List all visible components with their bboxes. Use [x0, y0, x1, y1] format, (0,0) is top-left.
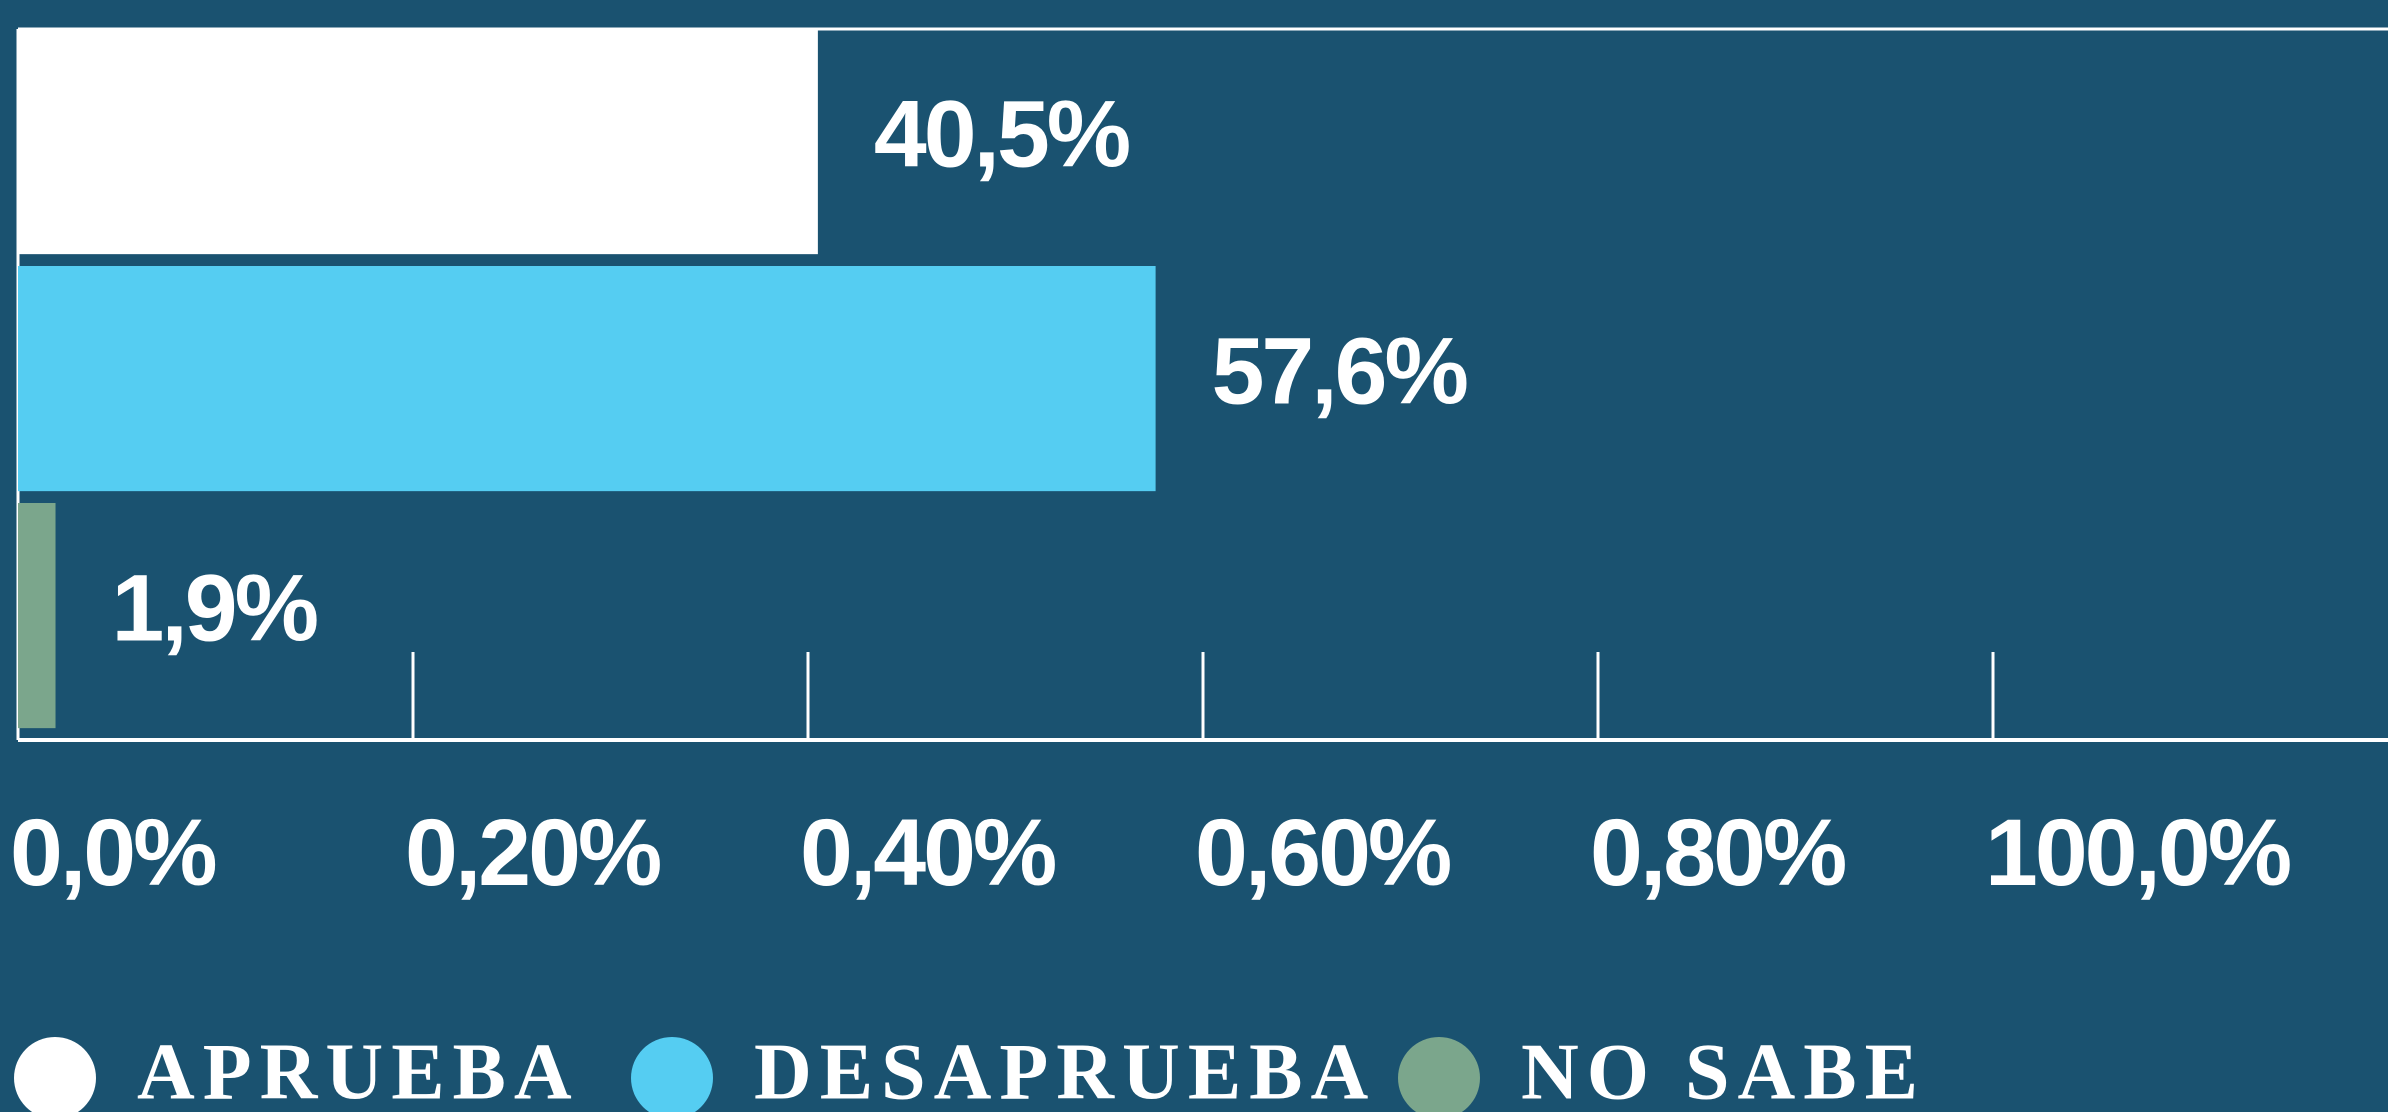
legend-label: APRUEBA: [137, 1028, 580, 1112]
value-label: 57,6%: [1212, 319, 1467, 425]
legend-marker: [631, 1037, 713, 1112]
x-tick-label: 0,40%: [800, 800, 1055, 906]
value-label: 40,5%: [874, 82, 1129, 188]
bar: [18, 29, 818, 255]
legend-label: NO SABE: [1521, 1028, 1926, 1112]
x-tick-label: 0,0%: [10, 800, 215, 906]
x-tick-label: 0,80%: [1590, 800, 1845, 906]
legend-marker: [1398, 1037, 1480, 1112]
value-label: 1,9%: [112, 556, 317, 662]
legend-label: DESAPRUEBA: [754, 1028, 1376, 1112]
x-tick-label: 100,0%: [1985, 800, 2290, 906]
legend-marker: [14, 1037, 96, 1112]
bar: [18, 266, 1156, 492]
bar: [18, 503, 56, 729]
x-tick-label: 0,60%: [1195, 800, 1450, 906]
x-tick-label: 0,20%: [405, 800, 660, 906]
